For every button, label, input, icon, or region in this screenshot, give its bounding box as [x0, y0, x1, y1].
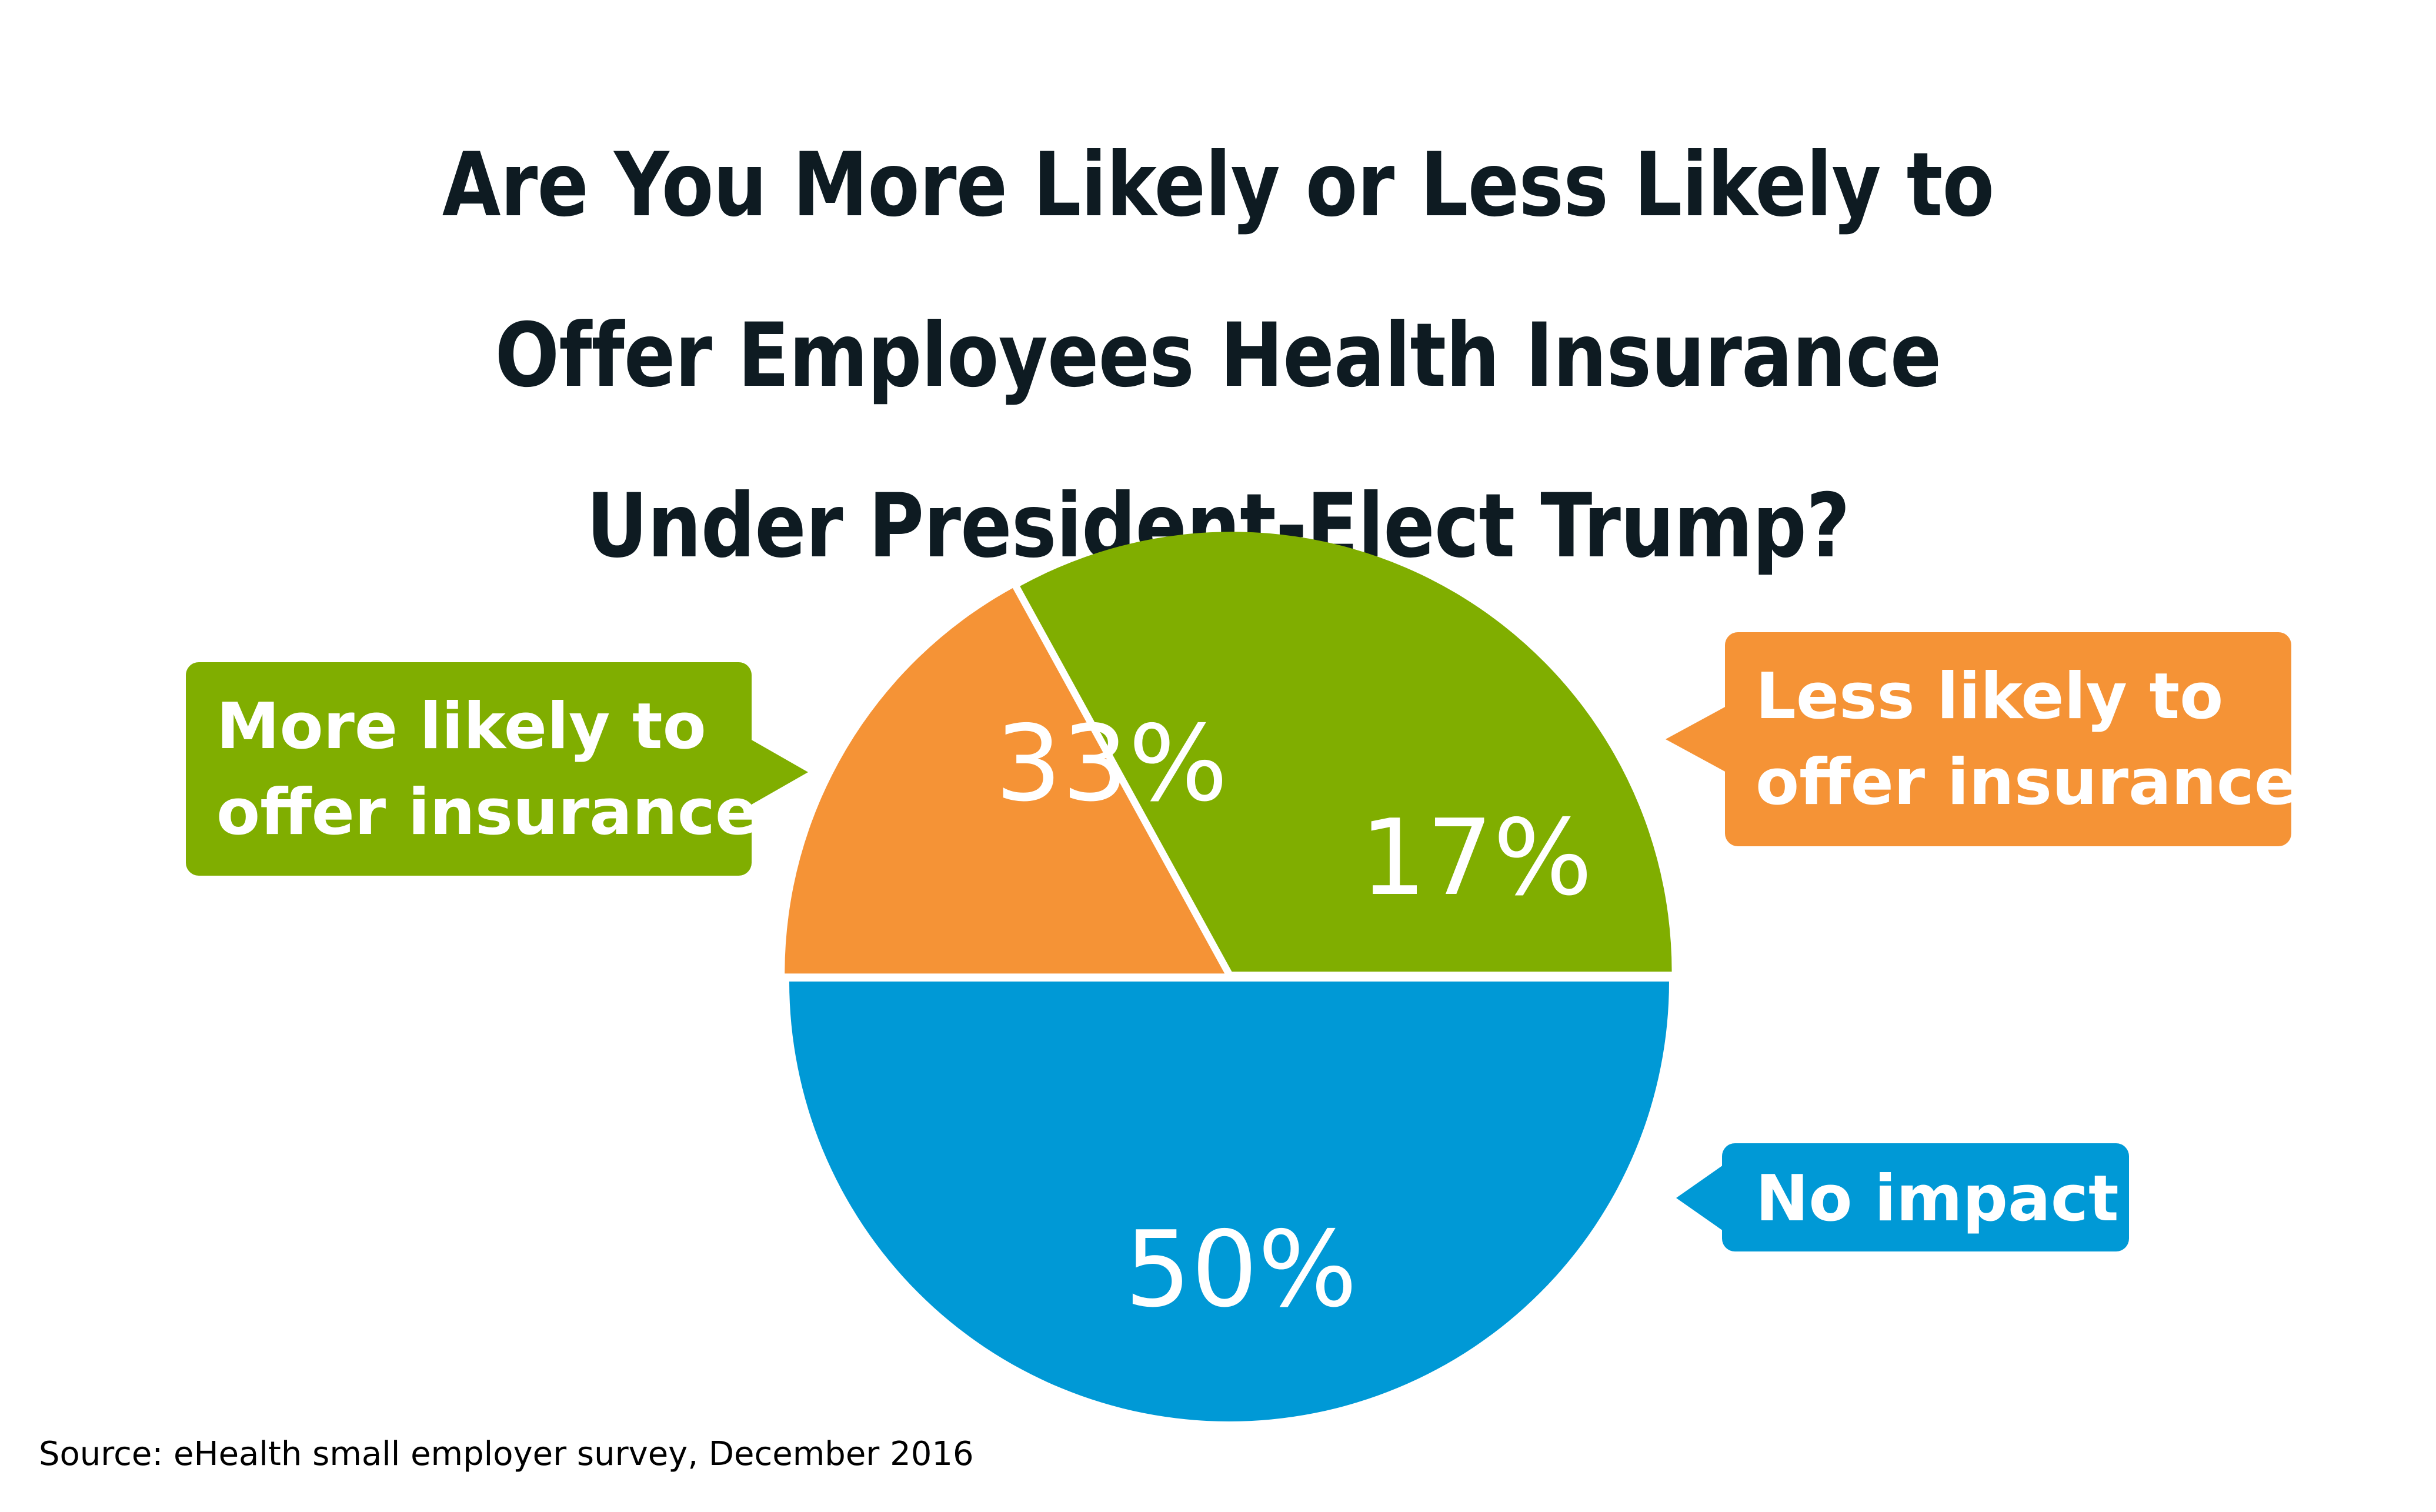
- callout-more-likely-to-offer-insurance: More likely to offer insurance: [186, 662, 808, 876]
- callout-box: [1722, 1143, 2129, 1251]
- chart-title: Are You More Likely or Less Likely to Of…: [0, 100, 2436, 612]
- callout-pointer: [750, 739, 808, 805]
- pie-slice-more-likely-to-offer-insurance: [1020, 532, 1672, 972]
- title-line-2: Offer Employees Health Insurance: [495, 305, 1942, 407]
- title-line-1: Are You More Likely or Less Likely to: [442, 134, 1994, 236]
- callout-pointer: [1666, 706, 1726, 772]
- pie-labels: 50% 17% 33%: [995, 703, 1593, 1330]
- pie-value-label-no-impact: 50%: [1124, 1209, 1357, 1330]
- pie-slice-no-impact: [789, 982, 1669, 1421]
- callout-label-line: No impact: [1756, 1162, 2119, 1236]
- source-note: Source: eHealth small employer survey, D…: [39, 1435, 974, 1473]
- callout-pointer: [1676, 1165, 1723, 1231]
- callout-box: [1725, 632, 2291, 846]
- callout-label-line: offer insurance: [1756, 746, 2297, 819]
- pie-slice-less-likely-to-offer-insurance: [785, 588, 1225, 974]
- callout-less-likely-to-offer-insurance: Less likely to offer insurance: [1666, 632, 2297, 846]
- callout-label-line: offer insurance: [216, 776, 758, 849]
- callout-label-line: Less likely to: [1756, 660, 2223, 733]
- pie-slices: [785, 532, 1672, 1421]
- pie-value-label-more-likely-to-offer-insurance: 33%: [995, 703, 1228, 825]
- callout-box: [186, 662, 752, 876]
- pie-value-label-less-likely-to-offer-insurance: 17%: [1360, 797, 1593, 919]
- callout-no-impact: No impact: [1676, 1143, 2129, 1251]
- callout-label-line: More likely to: [216, 690, 706, 763]
